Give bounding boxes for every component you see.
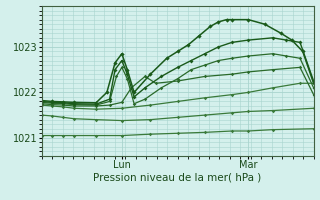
X-axis label: Pression niveau de la mer( hPa ): Pression niveau de la mer( hPa ) (93, 173, 262, 183)
